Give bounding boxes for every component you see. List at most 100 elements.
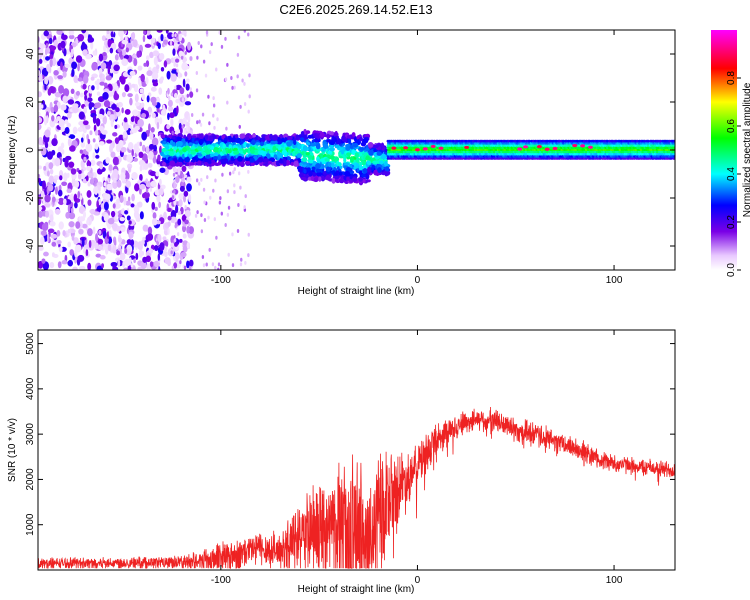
heatmap-cell [360,141,367,147]
heatmap-cell [237,202,240,207]
heatmap-cell [135,252,139,261]
heatmap-cell [38,58,43,64]
heatmap-cell [471,148,475,152]
heatmap-cell [99,163,104,170]
heatmap-cell [116,225,121,233]
heatmap-cell [158,201,162,208]
heatmap-cell [359,136,363,142]
heatmap-cell [646,139,650,143]
heatmap-cell [653,148,657,152]
heatmap-cell [411,154,415,158]
heatmap-cell [239,161,245,168]
heatmap-cell [38,146,41,152]
heatmap-cell [142,256,148,263]
chart-title: C2E6.2025.269.14.52.E13 [279,2,432,17]
heatmap-cell [213,125,216,130]
heatmap-cell [110,210,116,218]
heatmap-cell [403,146,409,150]
heatmap-cell [669,157,673,160]
heatmap-cell [38,178,42,183]
heatmap-cell [156,64,160,70]
heatmap-cell [114,137,120,144]
heatmap-cell [102,115,107,125]
heatmap-cell [366,160,371,165]
heatmap-cell [427,139,431,143]
heatmap-cell [482,152,486,156]
heatmap-cell [226,100,229,105]
heatmap-cell [346,135,352,139]
heatmap-cell [50,233,58,239]
heatmap-cell [237,155,243,162]
heatmap-cell [211,159,215,164]
heatmap-cell [51,252,55,258]
heatmap-cell [80,168,84,175]
heatmap-cell [350,156,354,163]
heatmap-cell [388,141,392,145]
heatmap-cell [156,195,161,203]
heatmap-cell [113,223,118,230]
y-tick-label: 5000 [25,332,36,355]
heatmap-cell [618,148,622,152]
heatmap-cell [38,260,44,269]
heatmap-cell [662,154,666,158]
heatmap-cell [108,90,114,97]
heatmap-cell [130,116,135,123]
heatmap-cell [609,141,613,145]
heatmap-cell [646,157,650,160]
heatmap-cell [196,210,199,215]
heatmap-cell [126,154,133,163]
heatmap-cell [199,139,204,144]
heatmap-cell [362,168,368,174]
heatmap-cell [171,130,174,135]
heatmap-cell [233,150,240,155]
heatmap-cell [38,136,43,146]
heatmap-cell [87,228,93,237]
heatmap-cell [213,149,219,153]
heatmap-cell [165,30,169,34]
heatmap-cell [477,139,481,143]
heatmap-cell [341,135,345,142]
heatmap-cell [107,217,115,225]
heatmap-cell [98,229,102,235]
heatmap-cell [186,125,189,132]
heatmap-cell [83,106,88,114]
heatmap-cell [160,76,164,81]
colorbar-tick-label: 0.6 [726,119,737,133]
heatmap-cell [388,144,392,147]
heatmap-cell [288,135,293,140]
heatmap-cell [140,102,145,108]
heatmap-cell [444,152,448,156]
heatmap-cell [183,265,187,270]
heatmap-cell [38,42,43,48]
heatmap-cell [131,193,135,202]
heatmap-cell [414,152,418,156]
heatmap-cell [236,161,241,167]
heatmap-cell [149,51,154,59]
heatmap-cell [551,154,555,158]
heatmap-cell [183,190,189,197]
heatmap-cell [178,193,185,200]
heatmap-cell [221,172,224,177]
heatmap-cell [173,262,178,269]
heatmap-cell [521,150,525,154]
heatmap-cell [409,146,413,150]
heatmap-cell [168,134,172,138]
heatmap-cell [72,266,78,270]
heatmap-cell [136,50,141,58]
heatmap-cell [208,136,214,142]
heatmap-cell [349,144,354,149]
heatmap-cell [48,162,54,170]
heatmap-cell [648,152,652,156]
heatmap-cell [60,119,65,126]
heatmap-cell [117,259,121,268]
heatmap-cell [462,150,466,154]
heatmap-cell [166,138,170,142]
heatmap-cell [105,34,111,39]
heatmap-cell [217,161,222,166]
heatmap-cell [124,84,130,93]
heatmap-cell [96,91,101,96]
heatmap-cell [44,129,51,138]
heatmap-cell [139,88,144,94]
heatmap-cell [63,172,68,182]
heatmap-cell [46,63,50,72]
